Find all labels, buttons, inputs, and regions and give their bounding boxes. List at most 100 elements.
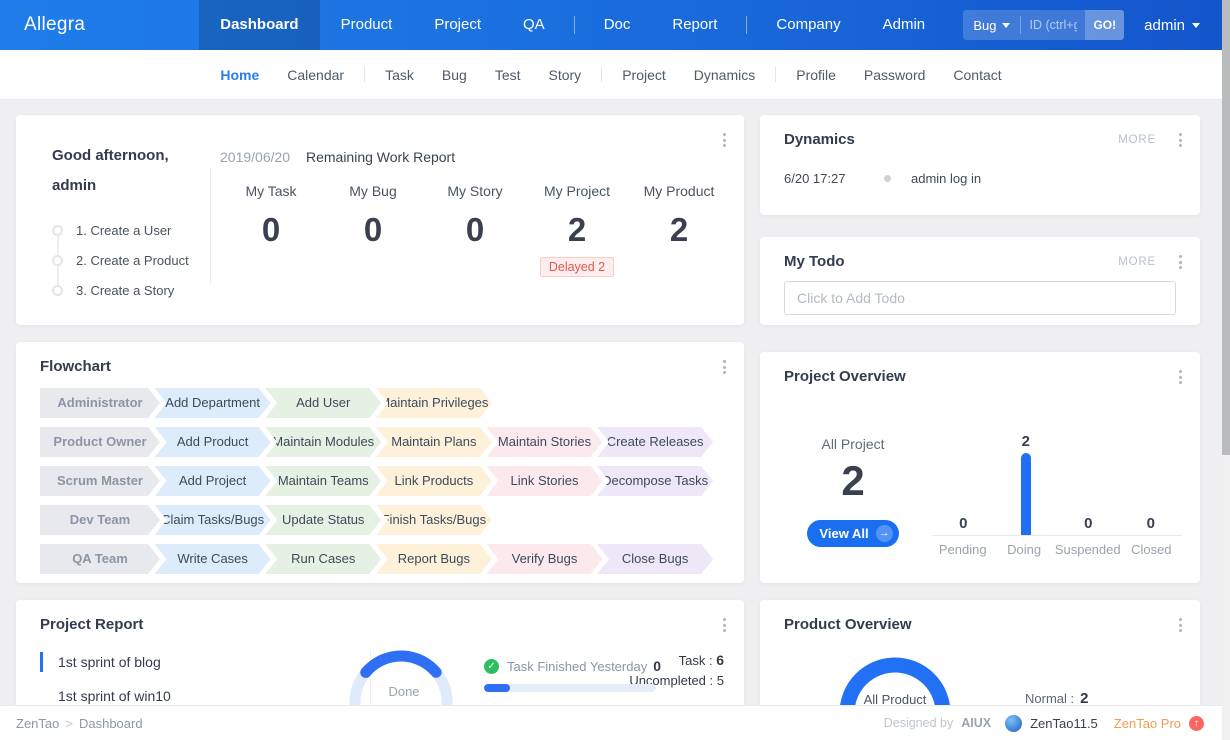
kebab-menu-icon[interactable] <box>721 358 728 376</box>
metric-value[interactable]: 0 <box>363 211 383 248</box>
subnav-dynamics[interactable]: Dynamics <box>693 66 756 83</box>
search-category-dropdown[interactable]: Bug <box>963 18 1020 33</box>
breadcrumb-site[interactable]: ZenTao <box>16 715 60 731</box>
kebab-menu-icon[interactable] <box>721 616 728 634</box>
kebab-menu-icon[interactable] <box>1177 131 1184 149</box>
flowchart-row-qa-team: QA Team Write Cases Run Cases Report Bug… <box>40 544 713 574</box>
flow-step[interactable]: Finish Tasks/Bugs <box>376 505 492 535</box>
flow-step[interactable]: Write Cases <box>155 544 271 574</box>
flow-step[interactable]: Update Status <box>265 505 381 535</box>
normal-label: Normal : <box>1025 691 1075 706</box>
finished-label: Task Finished Yesterday <box>507 658 648 674</box>
search-input[interactable] <box>1021 18 1086 32</box>
subnav-project[interactable]: Project <box>622 66 666 83</box>
task-progress-track <box>484 684 656 692</box>
all-project-summary: All Project 2 View All → <box>788 436 918 547</box>
card-title: Project Report <box>40 616 144 633</box>
flow-step[interactable]: Maintain Teams <box>265 466 381 496</box>
delayed-badge[interactable]: Delayed 2 <box>539 257 615 277</box>
vertical-scrollbar[interactable] <box>1222 0 1230 740</box>
project-status-bar-chart: 0 2 0 0 <box>932 432 1182 536</box>
topbar-right: Bug GO! admin <box>963 10 1200 40</box>
top-menu-report[interactable]: Report <box>672 16 718 33</box>
top-menu-product[interactable]: Product <box>340 16 393 33</box>
metric-label: My Project <box>543 183 611 199</box>
metric-value[interactable]: 0 <box>261 211 281 248</box>
add-todo-input[interactable] <box>784 281 1176 315</box>
flow-step[interactable]: Report Bugs <box>376 544 492 574</box>
designer-name[interactable]: AIUX <box>961 716 992 730</box>
greeting-line1: Good afternoon, <box>52 147 169 164</box>
flow-step[interactable]: Add Product <box>155 427 271 457</box>
flow-step[interactable]: Run Cases <box>265 544 381 574</box>
subnav-contact[interactable]: Contact <box>953 66 1002 83</box>
kebab-menu-icon[interactable] <box>1177 616 1184 634</box>
subnav-divider <box>364 67 366 82</box>
step-label: 2. Create a Product <box>76 252 189 268</box>
go-button[interactable]: GO! <box>1085 10 1125 40</box>
user-menu[interactable]: admin <box>1144 17 1200 34</box>
metric-value[interactable]: 0 <box>465 211 485 248</box>
kebab-menu-icon[interactable] <box>1177 253 1184 271</box>
uncompleted-value: 5 <box>716 673 724 688</box>
step-item[interactable]: 2. Create a Product <box>52 245 189 275</box>
flow-step[interactable]: Link Stories <box>487 466 603 496</box>
top-menu-qa[interactable]: QA <box>523 16 545 33</box>
zentao-pro-link[interactable]: ZenTao Pro <box>1113 715 1181 731</box>
sprint-list-item-selected[interactable]: 1st sprint of blog <box>40 652 161 672</box>
step-item[interactable]: 3. Create a Story <box>52 275 189 305</box>
flow-step[interactable]: Verify Bugs <box>487 544 603 574</box>
sprint-list-item[interactable]: 1st sprint of win10 <box>58 688 171 704</box>
flow-step[interactable]: Link Products <box>376 466 492 496</box>
top-menu-project[interactable]: Project <box>434 16 481 33</box>
category-label: Doing <box>1007 542 1042 557</box>
top-menu-company[interactable]: Company <box>776 16 841 33</box>
subnav-profile[interactable]: Profile <box>796 66 836 83</box>
subnav-calendar[interactable]: Calendar <box>287 66 345 83</box>
flow-step[interactable]: Decompose Tasks <box>597 466 713 496</box>
subnav-password[interactable]: Password <box>863 66 926 83</box>
task-value: 6 <box>716 652 724 668</box>
more-link[interactable]: MORE <box>1118 256 1156 268</box>
kebab-menu-icon[interactable] <box>721 131 728 149</box>
flow-step[interactable]: Close Bugs <box>597 544 713 574</box>
subnav-test[interactable]: Test <box>494 66 521 83</box>
bar-doing[interactable] <box>1020 453 1031 535</box>
flow-step[interactable]: Maintain Modules <box>265 427 381 457</box>
flow-step[interactable]: Maintain Stories <box>487 427 603 457</box>
more-link[interactable]: MORE <box>1118 134 1156 146</box>
kebab-menu-icon[interactable] <box>1177 368 1184 386</box>
zentao-version[interactable]: ZenTao11.5 <box>1030 715 1098 731</box>
top-menu: Dashboard Product Project QA Doc Report … <box>199 0 946 50</box>
upgrade-arrow-icon[interactable]: ↑ <box>1189 715 1204 731</box>
project-overview-card: Project Overview All Project 2 View All … <box>760 352 1200 583</box>
flow-step[interactable]: Maintain Plans <box>376 427 492 457</box>
brand-logo[interactable]: Allegra <box>24 14 86 35</box>
flow-step[interactable]: Add Project <box>155 466 271 496</box>
my-todo-card: My Todo MORE <box>760 237 1200 325</box>
metric-label: My Task <box>245 183 297 199</box>
view-all-button[interactable]: View All → <box>807 520 899 547</box>
normal-stat: Normal : 2 <box>1025 690 1088 707</box>
top-menu-admin[interactable]: Admin <box>882 16 926 33</box>
metric-value[interactable]: 2 <box>669 211 689 248</box>
report-date: 2019/06/20 <box>220 149 291 165</box>
metric-value[interactable]: 2 <box>567 211 587 248</box>
step-item[interactable]: 1. Create a User <box>52 215 189 245</box>
subnav-bug[interactable]: Bug <box>441 66 467 83</box>
scrollbar-thumb[interactable] <box>1222 0 1230 455</box>
top-menu-dashboard[interactable]: Dashboard <box>199 0 320 50</box>
metric-label: My Story <box>447 183 503 199</box>
subnav-home[interactable]: Home <box>220 66 260 83</box>
flow-step[interactable]: Add Department <box>155 388 271 418</box>
subnav-task[interactable]: Task <box>385 66 414 83</box>
flow-step[interactable]: Claim Tasks/Bugs <box>155 505 271 535</box>
top-menu-doc[interactable]: Doc <box>603 16 631 33</box>
subnav-story[interactable]: Story <box>548 66 582 83</box>
flow-step[interactable]: Maintain Privileges <box>376 388 492 418</box>
flow-step[interactable]: Create Releases <box>597 427 713 457</box>
flow-step[interactable]: Add User <box>265 388 381 418</box>
work-report-metrics: My Task 0 My Bug 0 My Story 0 My Project… <box>220 183 730 277</box>
step-circle-icon <box>52 224 63 236</box>
bar-value: 0 <box>1146 515 1155 532</box>
